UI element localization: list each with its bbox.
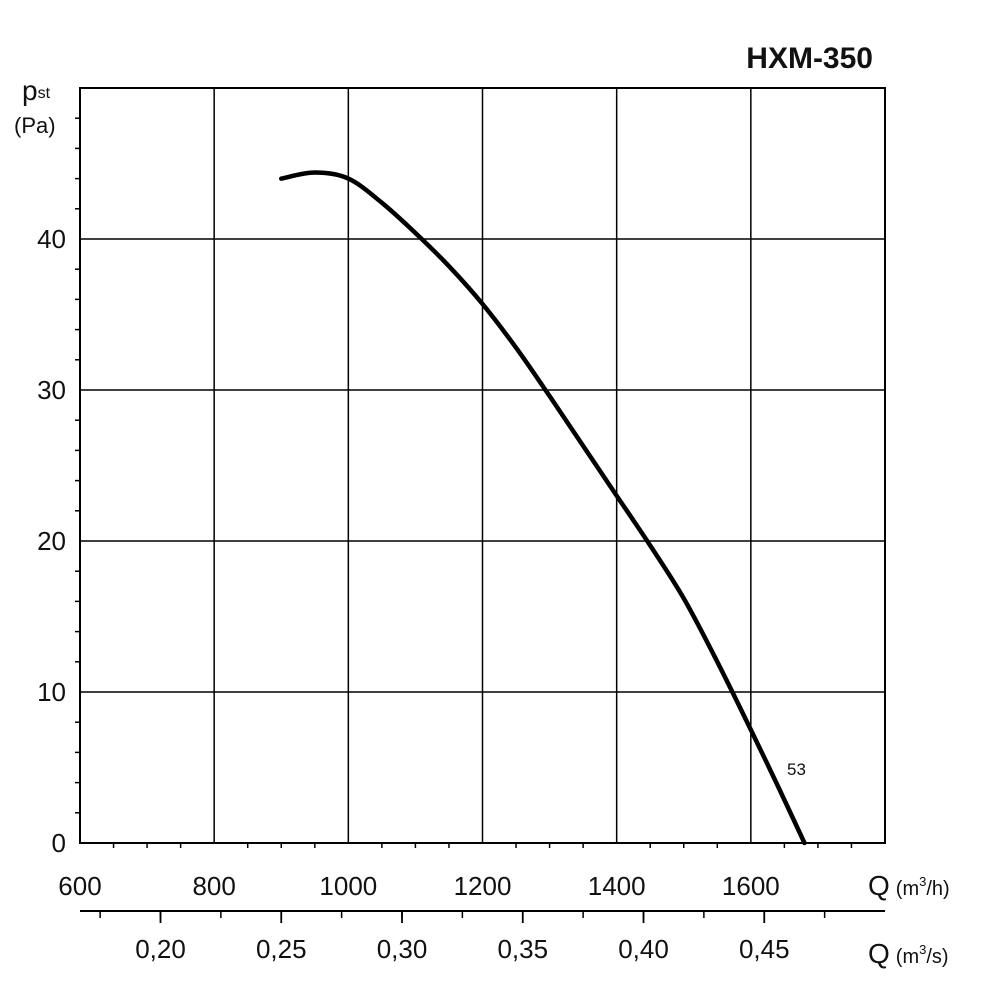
y-axis-symbol: p — [22, 75, 38, 106]
y-axis-label: pst — [22, 75, 51, 106]
x-tick-label: 1400 — [588, 871, 646, 901]
y-tick-label: 0 — [52, 828, 66, 858]
secondary-x-tick-labels: 0,20 0,25 0,30 0,35 0,40 0,45 — [135, 934, 789, 964]
x-tick-label: 1200 — [454, 871, 512, 901]
x2-tick-label: 0,35 — [497, 934, 548, 964]
x2-tick-label: 0,45 — [739, 934, 790, 964]
y-axis-subscript: st — [38, 85, 51, 102]
y-tick-label: 40 — [37, 224, 66, 254]
x-axis-unit-prefix: (m — [896, 878, 919, 900]
y-tick-label: 30 — [37, 375, 66, 405]
x-axis-unit-exp: 3 — [919, 874, 926, 889]
x-axis-symbol: Q — [868, 870, 890, 901]
x-axis-label: Q (m3/h) — [868, 870, 950, 901]
y-axis-unit: (Pa) — [14, 113, 56, 138]
x2-tick-label: 0,25 — [256, 934, 307, 964]
grid — [80, 88, 885, 843]
x2-tick-label: 0,30 — [377, 934, 428, 964]
x2-axis-unit-prefix: (m — [896, 946, 919, 968]
x-tick-label: 600 — [58, 871, 101, 901]
secondary-x-axis-label: Q (m3/s) — [868, 938, 949, 969]
y-tick-labels: 0 10 20 30 40 — [37, 224, 66, 858]
x2-tick-label: 0,20 — [135, 934, 186, 964]
x2-axis-unit-exp: 3 — [919, 942, 926, 957]
x-tick-labels: 600 800 1000 1200 1400 1600 — [58, 871, 779, 901]
plot-frame — [79, 87, 886, 844]
x2-tick-label: 0,40 — [618, 934, 669, 964]
x-axis-unit-suffix: /h) — [926, 878, 949, 900]
x-tick-label: 1600 — [722, 871, 780, 901]
series-line-53 — [279, 170, 807, 846]
x2-axis-symbol: Q — [868, 938, 890, 969]
minor-ticks — [75, 117, 853, 848]
series-label: 53 — [787, 760, 806, 779]
y-tick-label: 20 — [37, 526, 66, 556]
secondary-x-ticks — [99, 911, 826, 923]
x-tick-label: 1000 — [319, 871, 377, 901]
series-layer: 53 — [279, 170, 807, 846]
x2-axis-unit-suffix: /s) — [926, 946, 948, 968]
chart-title: HXM-350 — [746, 42, 873, 75]
y-tick-label: 10 — [37, 677, 66, 707]
x-tick-label: 800 — [192, 871, 235, 901]
